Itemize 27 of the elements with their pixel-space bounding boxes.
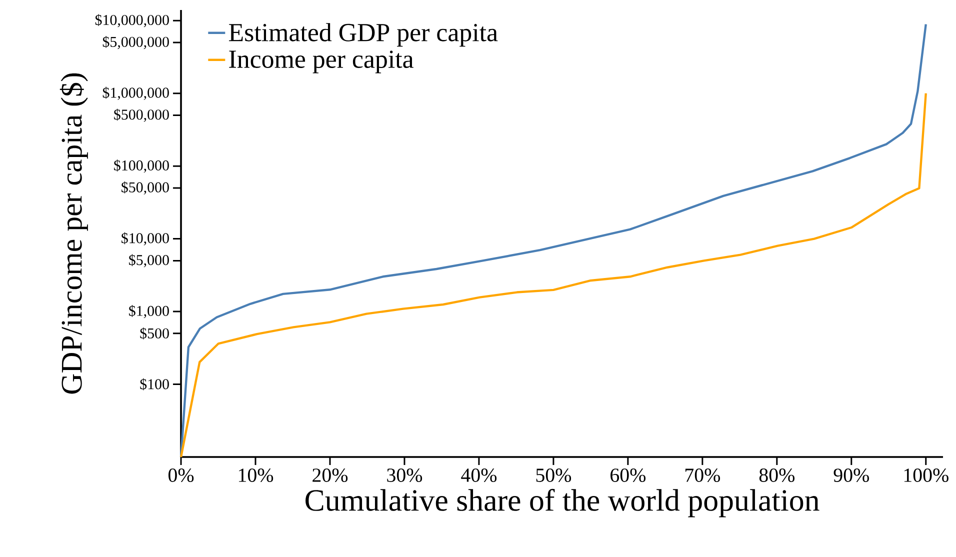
y-tick-label: $1,000,000 <box>102 86 169 100</box>
x-axis-title: Cumulative share of the world population <box>306 488 820 518</box>
x-tick-label: 100% <box>904 468 948 482</box>
y-tick-label: $10,000,000 <box>95 14 169 28</box>
y-axis-title: GDP/income per capita ($) <box>60 73 88 394</box>
x-tick-label: 20% <box>312 468 348 482</box>
x-tick-label: 80% <box>759 468 794 482</box>
y-tick-label: $500 <box>140 327 169 340</box>
x-tick-label: 70% <box>685 468 720 482</box>
y-tick-label: $100,000 <box>114 160 169 173</box>
y-tick-label: $50,000 <box>122 181 169 195</box>
x-tick-label: 60% <box>610 468 646 482</box>
x-tick-label: 50% <box>536 468 572 482</box>
legend-label: Estimated GDP per capita <box>228 23 498 47</box>
x-tick-label: 10% <box>238 468 274 482</box>
y-tick-label: $5,000,000 <box>102 36 169 50</box>
x-tick-label: 40% <box>461 468 497 482</box>
y-tick-label: $1,000 <box>129 304 169 318</box>
y-tick-label: $10,000 <box>122 232 169 246</box>
y-tick-label: $500,000 <box>114 108 169 122</box>
y-tick-label: $5,000 <box>129 254 169 268</box>
x-tick-label: 30% <box>387 468 422 482</box>
line-series <box>180 92 927 458</box>
legend-label: Income per capita <box>229 50 414 74</box>
y-tick-label: $100 <box>140 378 169 390</box>
x-tick-label: 0% <box>168 468 194 482</box>
x-tick-label: 90% <box>834 468 869 482</box>
